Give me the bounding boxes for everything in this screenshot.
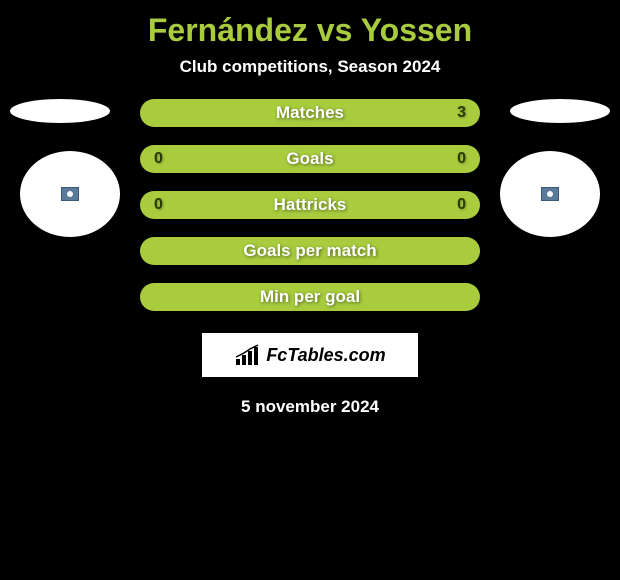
player-left-ellipse xyxy=(10,99,110,123)
stat-row-matches: Matches 3 xyxy=(140,99,480,127)
player-right-ellipse xyxy=(510,99,610,123)
player-right-badge xyxy=(500,151,600,237)
stat-label: Matches xyxy=(276,103,344,123)
player-left-badge xyxy=(20,151,120,237)
logo-text: FcTables.com xyxy=(266,345,385,366)
player-right-icon xyxy=(541,187,559,201)
stat-label: Goals xyxy=(286,149,333,169)
stat-value-left: 0 xyxy=(154,196,174,214)
logo-box: FcTables.com xyxy=(202,333,418,377)
stat-value-left: 0 xyxy=(154,150,174,168)
stat-row-goals-per-match: Goals per match xyxy=(140,237,480,265)
stat-value-right: 3 xyxy=(446,104,466,122)
stats-container: Matches 3 0 Goals 0 0 Hattricks 0 Goals … xyxy=(140,99,480,311)
stat-row-hattricks: 0 Hattricks 0 xyxy=(140,191,480,219)
stat-label: Min per goal xyxy=(260,287,360,307)
chart-icon xyxy=(234,343,262,367)
content-area: Matches 3 0 Goals 0 0 Hattricks 0 Goals … xyxy=(0,99,620,417)
page-subtitle: Club competitions, Season 2024 xyxy=(0,57,620,99)
page-title: Fernández vs Yossen xyxy=(0,0,620,57)
stat-row-goals: 0 Goals 0 xyxy=(140,145,480,173)
stat-label: Hattricks xyxy=(274,195,347,215)
stat-value-right: 0 xyxy=(446,150,466,168)
stat-row-min-per-goal: Min per goal xyxy=(140,283,480,311)
player-left-icon xyxy=(61,187,79,201)
stat-value-right: 0 xyxy=(446,196,466,214)
stat-label: Goals per match xyxy=(243,241,376,261)
date-text: 5 november 2024 xyxy=(0,377,620,417)
